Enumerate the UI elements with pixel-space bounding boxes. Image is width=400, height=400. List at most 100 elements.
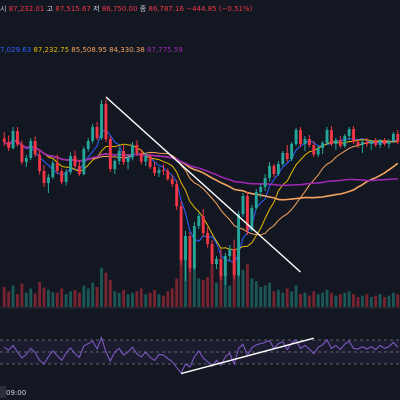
candle: [24, 155, 28, 167]
time-axis-cursor: [0, 386, 6, 398]
volume-bar: [24, 292, 28, 307]
candle-body: [148, 156, 152, 167]
candle-body: [312, 145, 316, 155]
volume-bar: [86, 288, 90, 307]
volume-bar: [126, 294, 130, 307]
candle: [241, 193, 245, 217]
candle: [69, 152, 72, 175]
candle: [343, 134, 347, 148]
volume-bar: [343, 292, 347, 307]
volume-bar: [148, 292, 152, 307]
candle-body: [356, 142, 360, 145]
volume-bar: [104, 272, 108, 307]
candle-body: [396, 134, 400, 142]
candle: [321, 141, 325, 154]
volume-bar: [38, 282, 42, 307]
volume-bar: [347, 291, 351, 307]
volume-bar: [290, 291, 294, 307]
candle: [330, 126, 333, 146]
candle: [365, 138, 369, 147]
candle: [303, 136, 307, 151]
ma-value-2: 87,232.75: [33, 46, 70, 54]
volume-bar: [206, 277, 210, 307]
candle: [268, 162, 271, 182]
volume-bar: [250, 278, 254, 307]
candle: [179, 201, 183, 265]
candle-body: [51, 163, 55, 177]
candle: [82, 146, 86, 176]
candle: [51, 160, 55, 179]
candle: [157, 167, 161, 177]
volume-bar: [219, 272, 223, 307]
rsi-trendline: [180, 337, 314, 375]
volume-bar: [55, 292, 59, 307]
volume-bar: [188, 264, 192, 307]
candle: [378, 139, 382, 148]
candle-body: [352, 129, 356, 142]
candle-body: [135, 145, 139, 153]
volume-bar: [294, 285, 298, 307]
candle-body: [46, 177, 50, 183]
volume-bar: [223, 269, 227, 307]
candle: [29, 138, 33, 160]
volume-bar: [192, 262, 196, 307]
ma-value-3: 85,508.95: [71, 46, 107, 54]
volume-bar: [228, 285, 232, 307]
candle-body: [64, 172, 68, 182]
candle-body: [104, 104, 108, 139]
candle-body: [365, 142, 369, 144]
candle-body: [383, 140, 386, 144]
candle: [272, 164, 276, 177]
rsi-line: [3, 335, 399, 375]
volume-bar: [276, 289, 280, 307]
volume-bar: [352, 294, 356, 307]
ohlc-high-value: 87,515.67: [55, 5, 91, 13]
volume-bar: [334, 295, 338, 307]
candle: [188, 232, 192, 272]
volume-bar: [299, 294, 302, 307]
candle: [338, 136, 342, 148]
volume-bar: [100, 267, 103, 307]
candle: [263, 174, 267, 191]
candle-body: [38, 154, 42, 171]
volume-bar: [365, 294, 369, 307]
candle: [285, 145, 289, 162]
rsi-pane: [0, 335, 400, 375]
volume-bar: [263, 285, 267, 307]
volume-bar: [197, 278, 201, 307]
volume-bar: [175, 278, 179, 307]
candle-body: [153, 167, 157, 173]
candle-body: [175, 184, 179, 206]
candle: [148, 154, 152, 169]
candle: [122, 145, 126, 165]
candle: [299, 127, 302, 147]
volume-bar: [77, 292, 81, 307]
candle: [347, 127, 351, 140]
candle: [369, 140, 373, 150]
volume-bar: [16, 294, 19, 307]
volume-bar: [113, 291, 117, 307]
candle: [290, 142, 294, 161]
candle-body: [60, 171, 64, 182]
candle: [232, 239, 236, 279]
candle: [42, 165, 46, 187]
candle-body: [343, 136, 347, 146]
trendline-layer: [105, 96, 314, 375]
candle-body: [281, 153, 285, 164]
candle: [135, 140, 139, 156]
candle-body: [299, 130, 302, 144]
volume-bar: [46, 289, 50, 307]
volume-bar: [91, 282, 95, 307]
volume-bar: [82, 285, 86, 307]
candle-layer: [2, 99, 400, 285]
volume-bar: [378, 294, 382, 307]
candle-body: [192, 226, 196, 268]
candle: [237, 211, 241, 277]
candle: [73, 150, 77, 169]
candle-body: [77, 166, 81, 174]
candle-body: [24, 158, 28, 162]
candle-body: [250, 208, 254, 230]
candle-body: [11, 131, 15, 148]
candle-body: [33, 141, 37, 155]
